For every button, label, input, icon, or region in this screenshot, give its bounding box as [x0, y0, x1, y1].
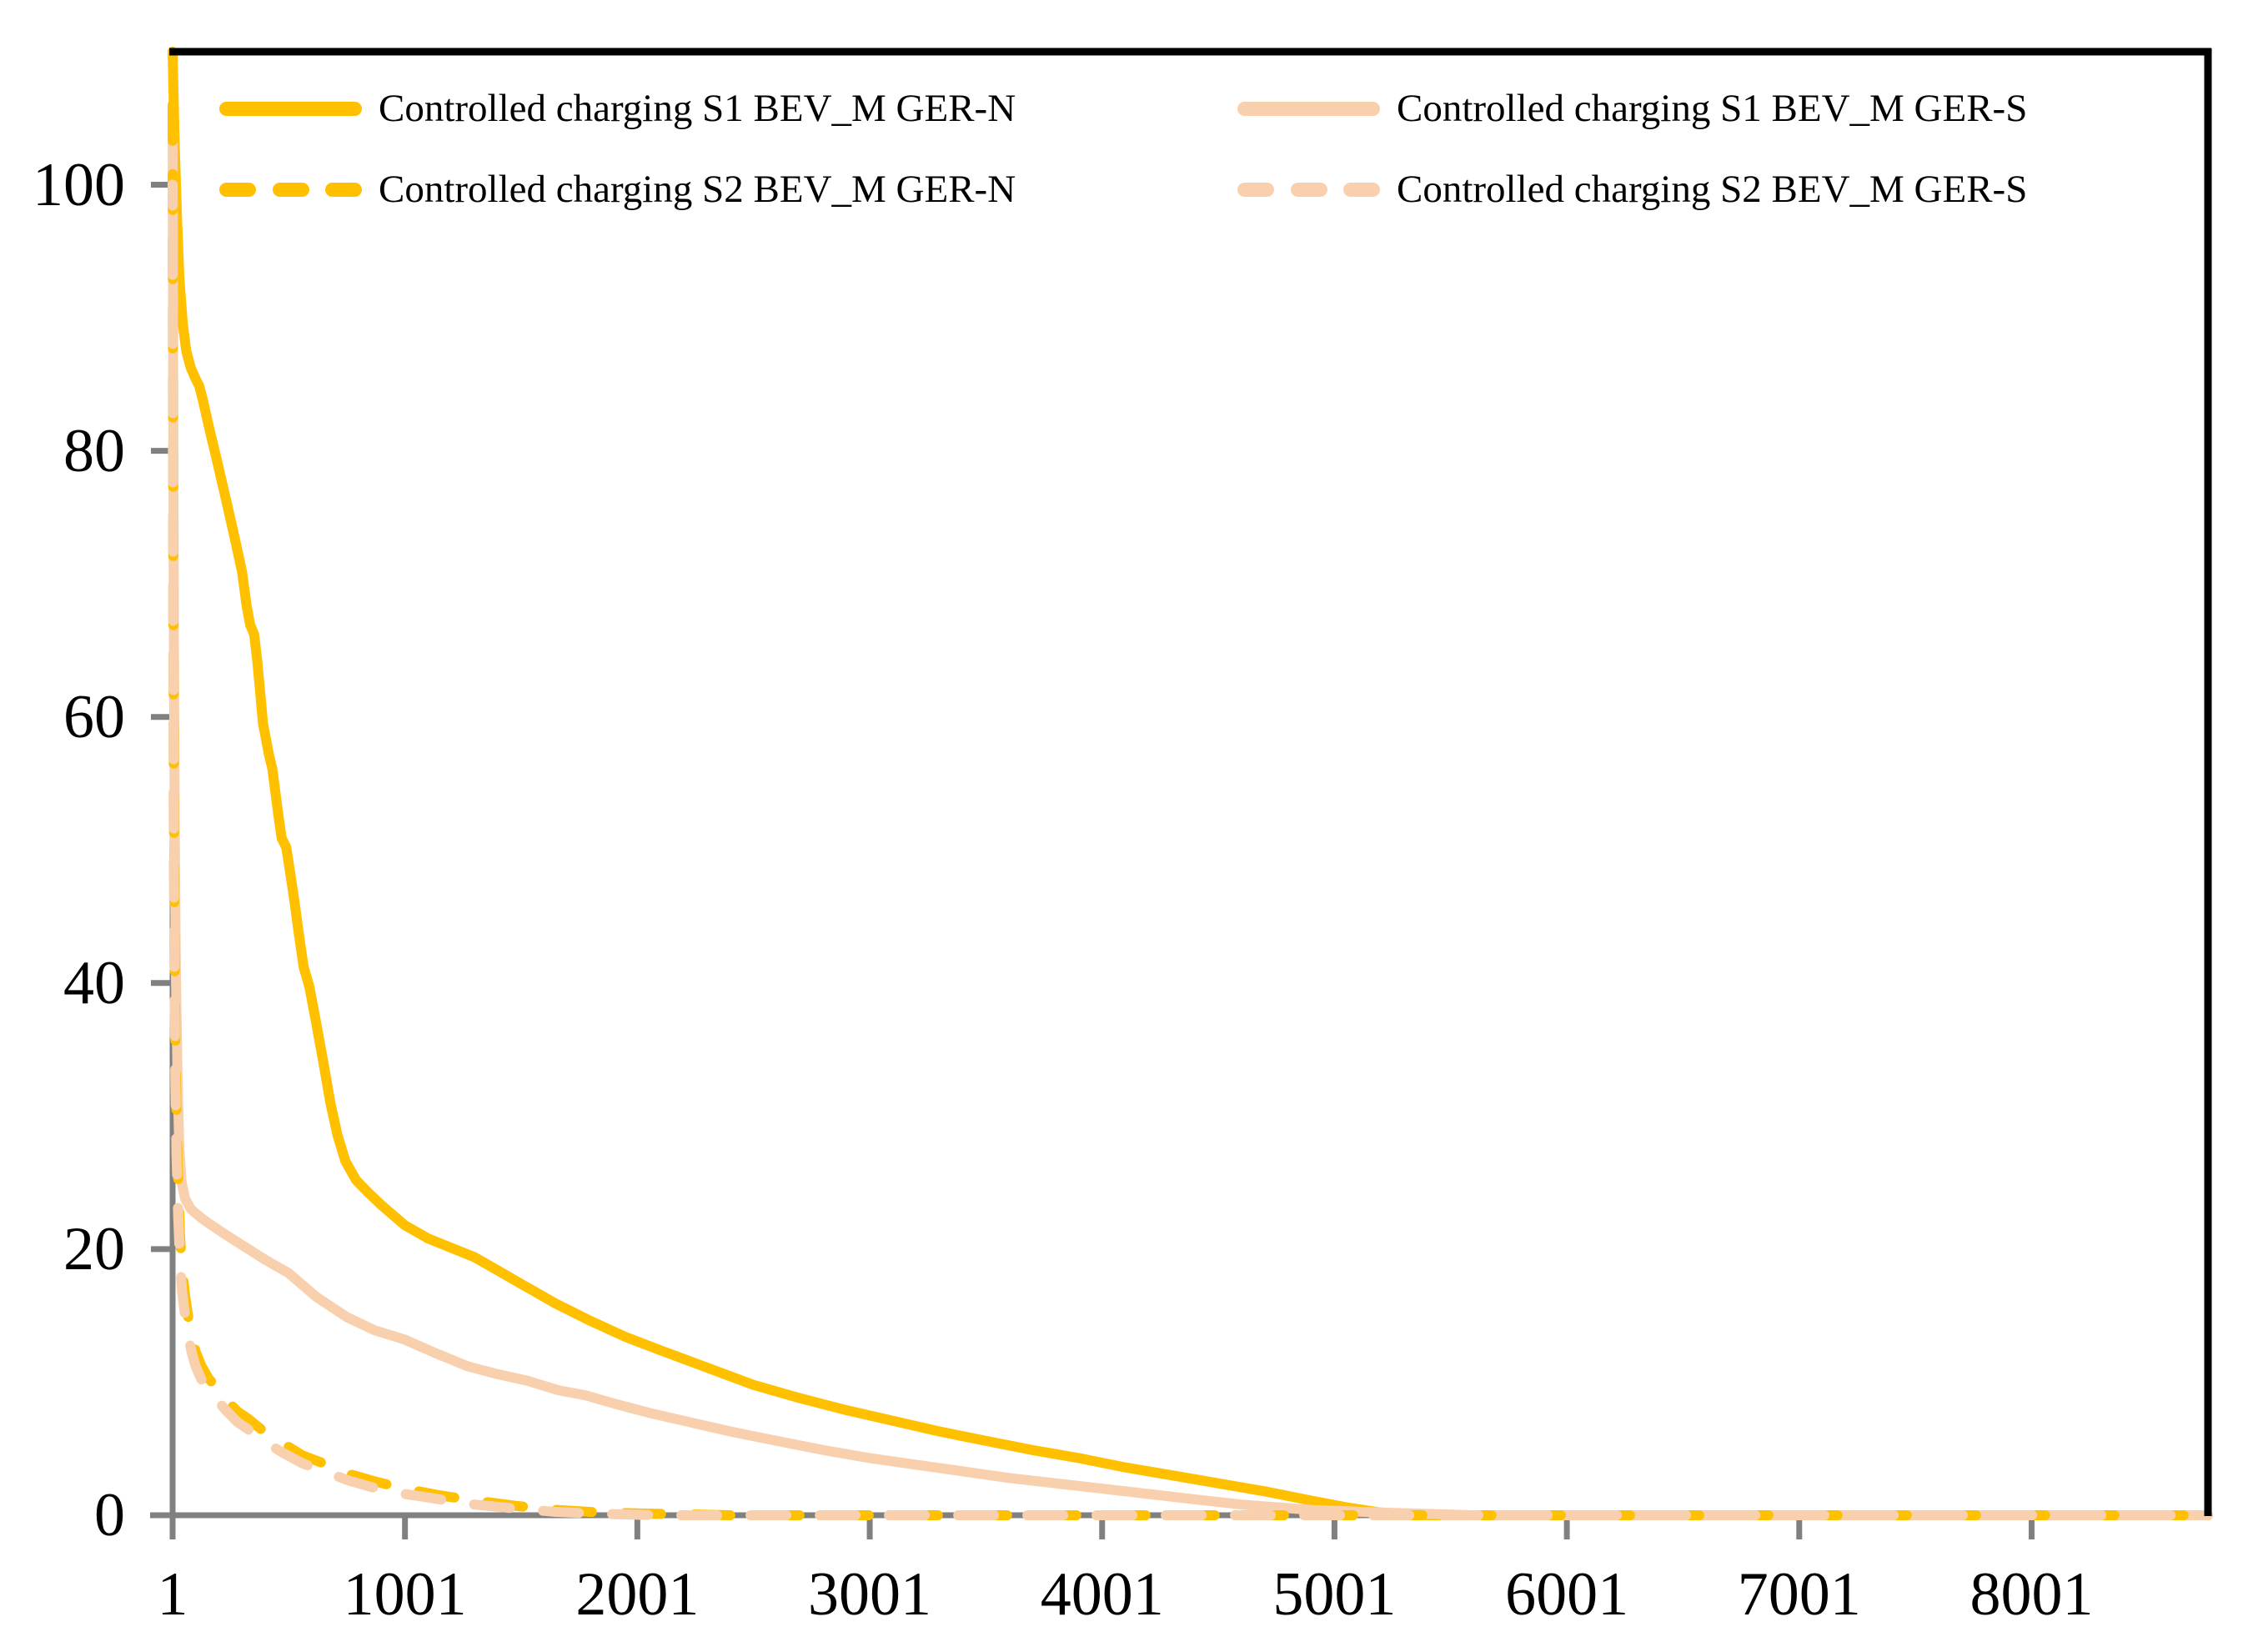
x-tick-label: 8001	[1970, 1560, 2094, 1629]
legend-dash	[219, 182, 256, 197]
plot-border	[169, 48, 2212, 1516]
legend-label: Controlled charging S2 BEV_M GER-S	[1397, 168, 2028, 211]
series-group	[168, 47, 2213, 1520]
y-tick-label: 80	[63, 416, 125, 485]
y-tick-label: 60	[63, 682, 125, 751]
series-line-0	[168, 47, 2213, 1520]
y-tick-label: 0	[94, 1481, 125, 1549]
legend-dash	[325, 182, 362, 197]
series-line-2	[168, 99, 2213, 1520]
legend-label: Controlled charging S1 BEV_M GER-S	[1397, 87, 2028, 130]
x-tick-label: 1	[157, 1560, 188, 1629]
legend-swatch-solid	[1237, 101, 1380, 116]
axes-group	[150, 50, 2211, 1539]
series-line-3	[168, 179, 2213, 1520]
tick-group	[151, 182, 2035, 1539]
legend-item-1: Controlled charging S1 BEV_M GER-S	[1237, 83, 2027, 133]
x-tick-label: 5001	[1272, 1560, 1397, 1629]
legend-dash	[1237, 182, 1274, 197]
x-tick-label: 3001	[808, 1560, 932, 1629]
x-tick-label: 1001	[343, 1560, 467, 1629]
y-tick-label: 20	[63, 1214, 125, 1283]
legend-swatch-dashed	[1237, 182, 1380, 197]
x-tick-label: 4001	[1040, 1560, 1164, 1629]
legend-label: Controlled charging S2 BEV_M GER-N	[379, 168, 1016, 211]
x-tick-label: 2001	[575, 1560, 700, 1629]
y-tick-label: 100	[33, 150, 125, 219]
legend-dash	[1290, 182, 1327, 197]
legend-dash	[272, 182, 309, 197]
legend-item-3: Controlled charging S2 BEV_M GER-S	[1237, 164, 2027, 214]
y-tick-label: 40	[63, 948, 125, 1017]
legend-item-0: Controlled charging S1 BEV_M GER-N	[219, 83, 1016, 133]
series-line-1	[168, 113, 2213, 1520]
legend-swatch-solid	[219, 101, 362, 116]
legend-label: Controlled charging S1 BEV_M GER-N	[379, 87, 1016, 130]
x-tick-label: 6001	[1505, 1560, 1629, 1629]
legend-dash	[1343, 182, 1380, 197]
legend-item-2: Controlled charging S2 BEV_M GER-N	[219, 164, 1016, 214]
legend-swatch-dashed	[219, 182, 362, 197]
x-tick-label: 7001	[1737, 1560, 1861, 1629]
